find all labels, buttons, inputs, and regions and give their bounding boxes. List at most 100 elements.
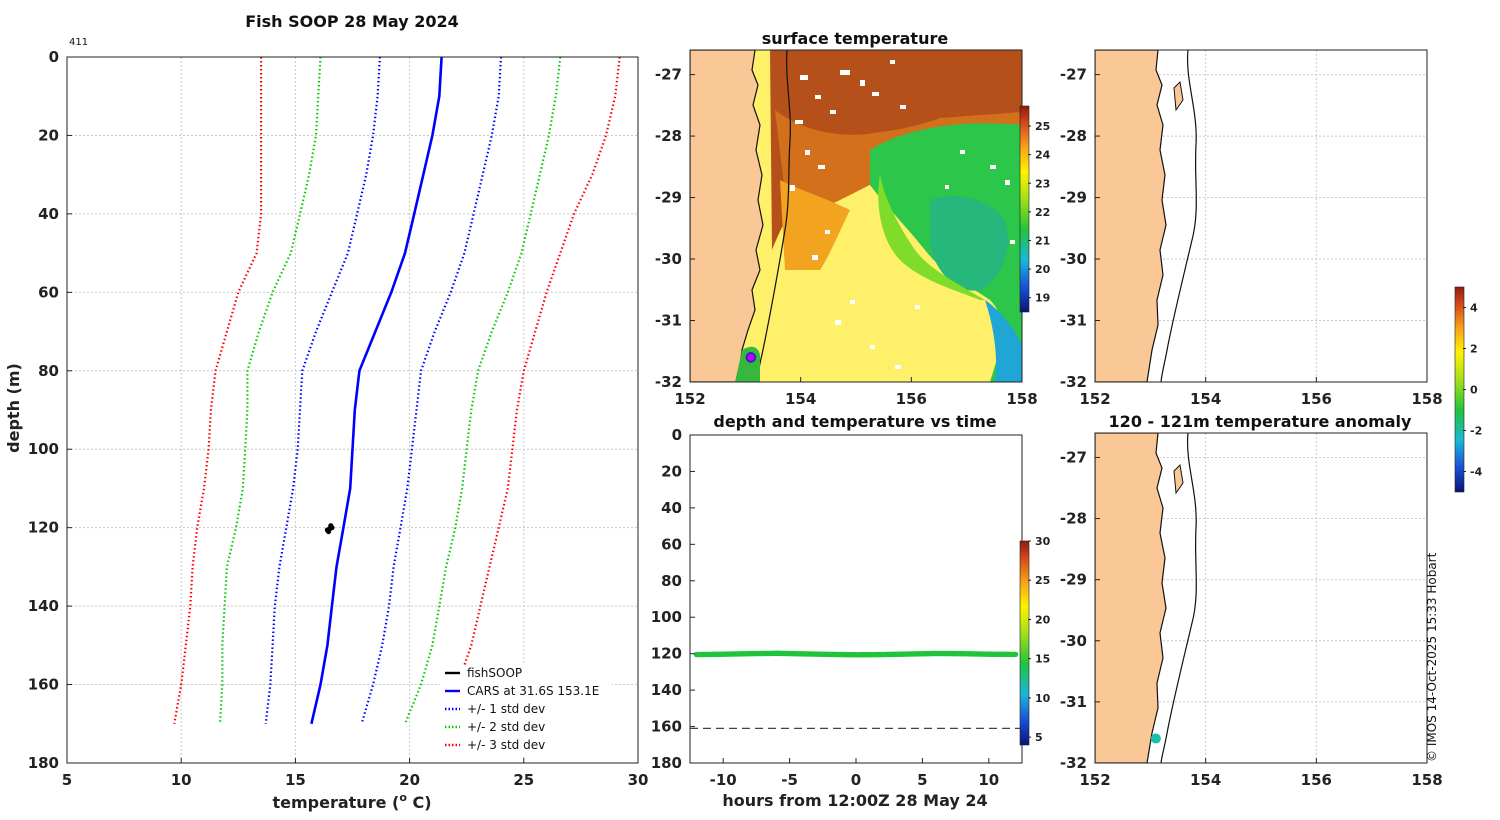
sst-orange-band (780, 180, 850, 270)
sst-warm-edge (775, 110, 1022, 235)
profile-series-line (403, 56, 562, 725)
depth-time-colorbar-ticks: 5 10 15 20 25 30 (1028, 535, 1051, 744)
profile-title: Fish SOOP 28 May 2024 (245, 12, 459, 31)
coastline-map-shelf-contour (1160, 50, 1197, 382)
coastline-map-xtick-label: 158 (1411, 390, 1442, 408)
depth-time-colorbar-tick-label: 5 (1035, 731, 1043, 744)
anomaly-point (1150, 733, 1161, 744)
profile-ytick-label: 160 (28, 676, 59, 694)
anomaly-map-ytick-label: -29 (1060, 571, 1087, 589)
coastline-map-island (1173, 80, 1184, 112)
coastline-map: 152 154 156 158 -27 -28 -29 -30 -31 -32 (1060, 49, 1443, 408)
legend-label: +/- 1 std dev (467, 702, 545, 716)
legend-label: +/- 3 std dev (467, 738, 545, 752)
anomaly-map-shelf-contour (1160, 433, 1197, 763)
profile-ytick-label: 120 (28, 519, 59, 537)
coastline-map-frame (1094, 49, 1428, 383)
profile-ylabel: depth (m) (4, 363, 23, 453)
profile-xtick-label: 30 (628, 771, 649, 789)
anomaly-colorbar: -4 -2 0 2 4 (1454, 286, 1483, 493)
profile-series-line (310, 56, 443, 725)
sst-ytick-label: -29 (655, 189, 682, 207)
anomaly-map: 120 - 121m temperature anomaly 152 154 156… (1060, 412, 1443, 789)
sst-colorbar-tick-label: 21 (1035, 234, 1050, 247)
anomaly-colorbar-bar (1454, 286, 1465, 493)
profile-series-line (173, 57, 263, 724)
depth-time-ytick-label: 120 (651, 645, 682, 663)
anomaly-map-land (1095, 433, 1167, 763)
depth-time-colorbar (1019, 540, 1030, 746)
depth-time-xtick-label: 10 (978, 771, 999, 789)
sst-ticks: 152 154 156 158 -27 -28 -29 -30 -31 -32 (655, 66, 1038, 408)
anomaly-colorbar-tick-label: 2 (1470, 343, 1478, 356)
anomaly-colorbar-tick-label: 0 (1470, 384, 1478, 397)
sst-colorbar-ticks: 19 20 21 22 23 24 25 (1028, 120, 1051, 305)
profile-xtick-label: 5 (62, 771, 72, 789)
anomaly-colorbar-tick-label: -2 (1470, 425, 1482, 438)
sst-colorbar (1019, 105, 1030, 313)
depth-time-ytick-label: 80 (661, 572, 682, 590)
coastline-map-ytick-label: -28 (1060, 127, 1087, 145)
depth-time-ytick-label: 180 (651, 754, 682, 772)
sst-colorbar-tick-label: 25 (1035, 120, 1050, 133)
depth-time-ytick-label: 20 (661, 462, 682, 480)
depth-time-point (1012, 651, 1019, 658)
profile-xtick-label: 15 (285, 771, 306, 789)
anomaly-map-island (1173, 463, 1184, 495)
anomaly-map-frame (1094, 432, 1428, 764)
depth-time-colorbar-tick-label: 15 (1035, 653, 1050, 666)
sst-ytick-label: -30 (655, 250, 682, 268)
sst-ytick-label: -27 (655, 66, 682, 84)
sst-title: surface temperature (762, 29, 949, 48)
profile-series-line (218, 56, 322, 724)
sst-colorbar-tick-label: 24 (1035, 149, 1051, 162)
profile-series-line (264, 56, 381, 724)
credit-text: © IMOS 14-Oct-2025 15:33 Hobart (1425, 552, 1439, 762)
anomaly-colorbar-ticks: -4 -2 0 2 4 (1463, 302, 1483, 479)
depth-time-xtick-label: 0 (851, 771, 861, 789)
profile-xtick-label: 10 (171, 771, 192, 789)
depth-time-points (693, 650, 1019, 658)
coastline-map-ytick-label: -29 (1060, 189, 1087, 207)
station-marker (745, 352, 757, 363)
depth-time-title: depth and temperature vs time (713, 412, 996, 431)
depth-time-ytick-label: 100 (651, 608, 682, 626)
depth-time-xlabel: hours from 12:00Z 28 May 24 (722, 791, 987, 810)
profile-xlabel: temperature (o C) (272, 791, 431, 812)
anomaly-map-xtick-label: 156 (1301, 771, 1332, 789)
profile-ytick-label: 100 (28, 440, 59, 458)
coastline-map-xtick-label: 154 (1190, 390, 1221, 408)
sst-colorbar-tick-label: 19 (1035, 292, 1050, 305)
fishsoop-point (324, 527, 330, 533)
depth-time-colorbar-tick-label: 25 (1035, 574, 1050, 587)
legend-label: +/- 2 std dev (467, 720, 545, 734)
fishsoop-points (324, 523, 335, 535)
anomaly-map-ytick-label: -27 (1060, 448, 1087, 466)
profile-ytick-label: 140 (28, 597, 59, 615)
depth-time-colorbar-tick-label: 20 (1035, 613, 1051, 626)
depth-time-xtick-label: -5 (781, 771, 798, 789)
sst-xtick-label: 152 (674, 390, 705, 408)
depth-time-ytick-label: 60 (661, 535, 682, 553)
sst-colorbar-tick-label: 23 (1035, 177, 1050, 190)
coastline-map-ytick-label: -27 (1060, 66, 1087, 84)
profile-xtick-label: 25 (513, 771, 534, 789)
anomaly-map-ticks: 152 154 156 158 -27 -28 -29 -30 -31 -32 (1060, 448, 1443, 789)
profile-ytick-label: 40 (38, 205, 59, 223)
depth-time-xtick-label: 5 (917, 771, 927, 789)
fishsoop-point (329, 525, 335, 531)
anomaly-points (1150, 733, 1161, 744)
profile-ytick-label: 80 (38, 362, 59, 380)
coastline-map-ytick-label: -32 (1060, 373, 1087, 391)
anomaly-map-ytick-label: -28 (1060, 510, 1087, 528)
sst-xtick-label: 156 (896, 390, 927, 408)
sst-eddy-core (930, 196, 1009, 291)
sst-colorbar-tick-label: 20 (1035, 263, 1051, 276)
profile-ytick-label: 0 (49, 48, 59, 66)
coastline-map-ytick-label: -30 (1060, 250, 1087, 268)
legend-label: CARS at 31.6S 153.1E (467, 684, 599, 698)
coastline-map-ticks: 152 154 156 158 -27 -28 -29 -30 -31 -32 (1060, 66, 1443, 408)
profile-frame (66, 56, 639, 764)
